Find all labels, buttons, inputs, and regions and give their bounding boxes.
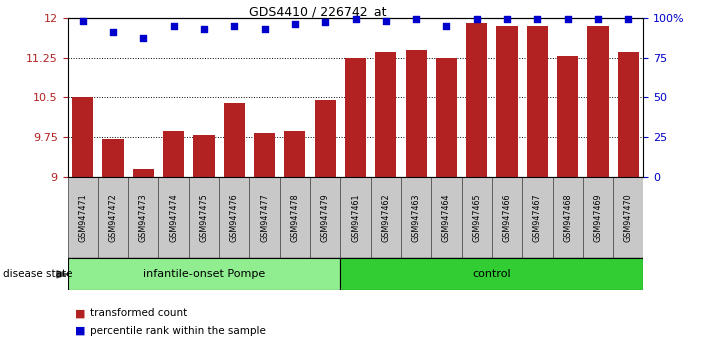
Bar — [613, 177, 643, 258]
Bar — [345, 57, 366, 177]
Point — [228, 23, 240, 28]
Bar — [193, 135, 215, 177]
Bar — [432, 177, 461, 258]
Point — [198, 26, 210, 32]
Bar — [375, 52, 397, 177]
Point — [410, 16, 422, 22]
Point — [77, 18, 88, 24]
Bar — [98, 177, 128, 258]
Text: GSM947472: GSM947472 — [109, 193, 117, 242]
Text: GSM947466: GSM947466 — [503, 193, 511, 242]
Bar — [250, 177, 279, 258]
Point — [380, 18, 392, 24]
Bar — [461, 177, 492, 258]
Text: control: control — [473, 269, 511, 279]
Bar — [557, 57, 578, 177]
Text: GSM947479: GSM947479 — [321, 193, 330, 242]
Text: GSM947471: GSM947471 — [78, 193, 87, 242]
Text: GSM947474: GSM947474 — [169, 193, 178, 242]
Bar — [219, 177, 250, 258]
Text: GSM947473: GSM947473 — [139, 193, 148, 242]
Bar — [405, 50, 427, 177]
Bar — [583, 177, 613, 258]
Bar — [68, 258, 341, 290]
Text: GSM947475: GSM947475 — [200, 193, 208, 242]
Point — [168, 23, 179, 28]
Bar — [159, 177, 189, 258]
Text: GSM947463: GSM947463 — [412, 193, 421, 242]
Text: GSM947464: GSM947464 — [442, 193, 451, 242]
Point — [562, 16, 573, 22]
Bar — [284, 131, 306, 177]
Text: GSM947468: GSM947468 — [563, 193, 572, 242]
Text: GSM947467: GSM947467 — [533, 193, 542, 242]
Point — [289, 21, 301, 27]
Bar — [492, 177, 522, 258]
Text: GSM947476: GSM947476 — [230, 193, 239, 242]
Bar — [587, 26, 609, 177]
Bar — [72, 97, 93, 177]
Bar — [310, 177, 341, 258]
Text: infantile-onset Pompe: infantile-onset Pompe — [143, 269, 265, 279]
Bar — [527, 26, 548, 177]
Bar — [224, 103, 245, 177]
Point — [259, 26, 270, 32]
Bar — [341, 177, 370, 258]
Point — [471, 16, 483, 22]
Bar — [618, 52, 639, 177]
Point — [623, 16, 634, 22]
Point — [441, 23, 452, 28]
Point — [107, 29, 119, 35]
Text: GDS4410 / 226742_at: GDS4410 / 226742_at — [249, 5, 386, 18]
Bar — [436, 57, 457, 177]
Text: GSM947469: GSM947469 — [594, 193, 602, 242]
Bar — [102, 139, 124, 177]
Text: GSM947465: GSM947465 — [472, 193, 481, 242]
Point — [138, 35, 149, 41]
Bar — [314, 100, 336, 177]
Bar — [68, 177, 98, 258]
Bar — [189, 177, 219, 258]
Bar — [496, 26, 518, 177]
Bar — [128, 177, 159, 258]
Text: ■: ■ — [75, 326, 85, 336]
Text: percentile rank within the sample: percentile rank within the sample — [90, 326, 266, 336]
Bar — [522, 177, 552, 258]
Bar — [133, 169, 154, 177]
Text: transformed count: transformed count — [90, 308, 188, 318]
Point — [350, 16, 361, 22]
Bar — [163, 131, 184, 177]
Text: ■: ■ — [75, 308, 85, 318]
Text: GSM947477: GSM947477 — [260, 193, 269, 242]
Point — [592, 16, 604, 22]
Text: GSM947470: GSM947470 — [624, 193, 633, 242]
Text: GSM947462: GSM947462 — [381, 193, 390, 242]
Text: GSM947461: GSM947461 — [351, 193, 360, 242]
Text: disease state: disease state — [3, 269, 73, 279]
Bar — [254, 133, 275, 177]
Bar — [370, 177, 401, 258]
Bar — [466, 23, 487, 177]
Bar — [341, 258, 643, 290]
Point — [532, 16, 543, 22]
Point — [501, 16, 513, 22]
Bar — [401, 177, 432, 258]
Bar — [552, 177, 583, 258]
Text: GSM947478: GSM947478 — [290, 193, 299, 242]
Point — [319, 19, 331, 25]
Bar — [279, 177, 310, 258]
